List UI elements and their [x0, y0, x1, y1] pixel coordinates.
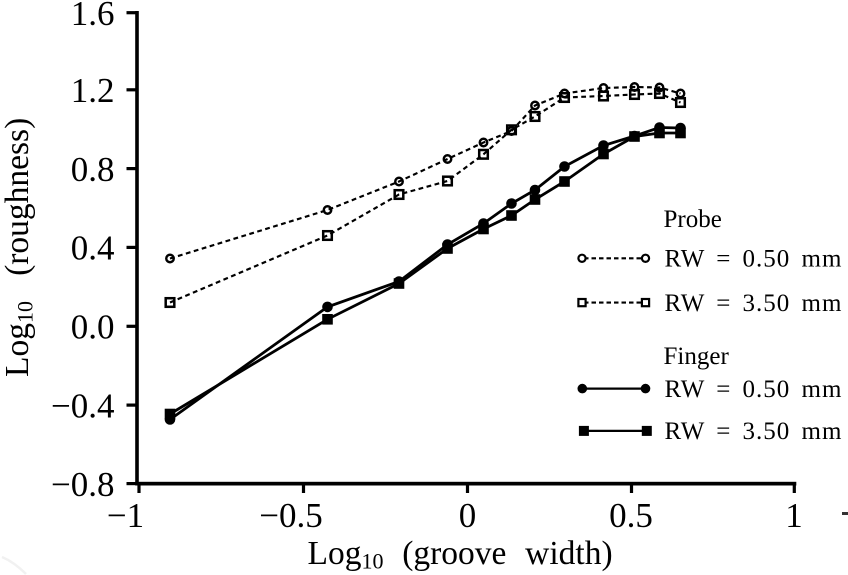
svg-text:Log10 (roughness): Log10 (roughness) — [0, 118, 38, 377]
svg-text:RW = 3.50 mm: RW = 3.50 mm — [665, 290, 843, 317]
svg-text:1: 1 — [785, 496, 803, 535]
svg-text:0: 0 — [459, 496, 477, 535]
svg-text:0.4: 0.4 — [71, 229, 115, 268]
svg-text:−1: −1 — [107, 496, 144, 535]
svg-text:0.5: 0.5 — [609, 496, 653, 535]
svg-text:−0.4: −0.4 — [51, 386, 115, 425]
svg-text:Log10 (groove width): Log10 (groove width) — [308, 535, 613, 574]
svg-text:−0.8: −0.8 — [51, 465, 115, 504]
svg-text:1.2: 1.2 — [71, 71, 115, 110]
svg-text:0.0: 0.0 — [71, 308, 115, 347]
svg-text:RW = 0.50 mm: RW = 0.50 mm — [665, 376, 843, 403]
svg-text:Probe: Probe — [664, 206, 722, 233]
svg-text:0.8: 0.8 — [71, 150, 115, 189]
svg-text:Finger: Finger — [664, 343, 730, 370]
svg-text:RW = 3.50 mm: RW = 3.50 mm — [665, 418, 843, 445]
svg-text:1.6: 1.6 — [71, 0, 115, 33]
svg-text:−0.5: −0.5 — [259, 496, 323, 535]
svg-text:RW = 0.50 mm: RW = 0.50 mm — [665, 246, 843, 273]
